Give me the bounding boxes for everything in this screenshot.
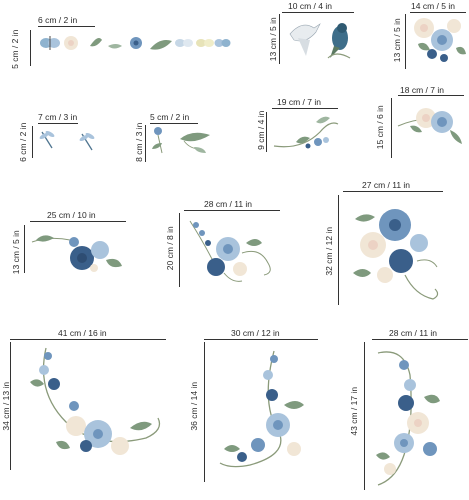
height-label: 6 cm / 2 in (17, 122, 28, 162)
height-label: 13 cm / 5 in (267, 17, 278, 62)
width-line (372, 339, 468, 340)
width-line (10, 339, 166, 340)
width-label: 27 cm / 11 in (362, 180, 411, 190)
leaf-icon (108, 44, 122, 49)
width-line (150, 123, 198, 124)
sticker-rose-spray (397, 108, 462, 144)
height-line (145, 125, 146, 162)
sticker-crescent-mid (219, 350, 304, 468)
width-label: 30 cm / 12 in (231, 328, 280, 338)
height-label: 13 cm / 5 in (10, 230, 21, 275)
flower-icon (130, 37, 142, 49)
height-line (10, 342, 11, 470)
width-line (343, 191, 443, 192)
height-label: 15 cm / 6 in (374, 105, 385, 150)
sticker-bouquet-small (414, 18, 466, 62)
height-label: 20 cm / 8 in (164, 226, 175, 271)
width-label: 19 cm / 7 in (277, 97, 321, 107)
sticker-dragonflies (39, 130, 95, 151)
width-label: 7 cm / 3 in (38, 112, 78, 122)
width-label: 25 cm / 10 in (47, 210, 96, 220)
sticker-birds (289, 23, 351, 59)
dragonfly-icon (79, 132, 95, 151)
width-label: 18 cm / 7 in (400, 85, 444, 95)
flower-icon (64, 36, 78, 50)
width-line (272, 108, 338, 109)
width-line (398, 95, 464, 96)
width-line (282, 12, 354, 13)
height-line (405, 14, 406, 69)
sticker-rose-cluster-left (31, 235, 122, 272)
width-line (204, 339, 318, 340)
height-label: 36 cm / 14 in (188, 381, 199, 431)
width-label: 28 cm / 11 in (204, 199, 253, 209)
sticker-vine-small (273, 116, 339, 149)
butterfly-icon (40, 36, 60, 50)
width-label: 6 cm / 2 in (38, 15, 78, 25)
width-label: 10 cm / 4 in (288, 1, 332, 11)
butterfly-icon (196, 39, 214, 47)
butterfly-icon (214, 39, 231, 47)
width-label: 41 cm / 16 in (58, 328, 107, 338)
height-line (24, 225, 25, 273)
height-line (30, 30, 31, 66)
sticker-bouquet-mid (189, 220, 271, 282)
height-line (32, 126, 33, 158)
height-line (279, 14, 280, 64)
height-label: 5 cm / 2 in (9, 29, 20, 69)
butterfly-icon (175, 39, 193, 47)
leaf-icon (150, 40, 172, 50)
bird-icon (327, 23, 351, 59)
width-label: 28 cm / 11 in (389, 328, 438, 338)
height-label: 43 cm / 17 in (348, 386, 359, 436)
height-label: 8 cm / 3 in (133, 122, 144, 162)
height-label: 34 cm / 13 in (0, 381, 11, 431)
leaf-icon (90, 38, 102, 47)
width-line (38, 26, 95, 27)
height-label: 9 cm / 4 in (255, 110, 266, 150)
sticker-crescent-left (30, 347, 161, 455)
sticker-small-items (40, 36, 231, 50)
height-line (266, 112, 267, 152)
bird-icon (289, 23, 321, 56)
height-line (391, 98, 392, 158)
height-line (204, 342, 205, 482)
height-line (364, 342, 365, 490)
dragonfly-icon (39, 130, 55, 149)
sticker-crescent-right (376, 351, 440, 486)
height-label: 32 cm / 12 in (323, 226, 334, 276)
height-line (179, 213, 180, 287)
width-line (410, 12, 466, 13)
width-label: 5 cm / 2 in (150, 112, 190, 122)
width-line (184, 210, 280, 211)
width-line (38, 123, 78, 124)
sticker-bouquet-large (353, 209, 439, 300)
height-label: 13 cm / 5 in (391, 18, 402, 63)
height-line (338, 195, 339, 305)
sticker-sprig (152, 127, 210, 154)
width-label: 14 cm / 5 in (411, 1, 455, 11)
width-line (30, 221, 126, 222)
